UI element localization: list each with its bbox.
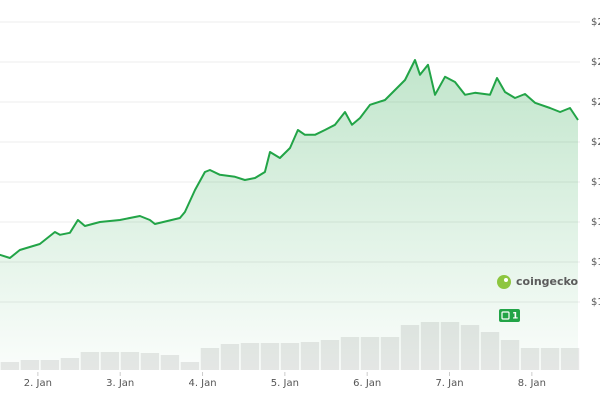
- y-tick-label: $1: [591, 217, 600, 228]
- logo-icon: [497, 275, 511, 289]
- badge-text: 1: [512, 312, 518, 322]
- y-tick-label: $2: [591, 17, 600, 28]
- price-area: [0, 60, 579, 370]
- x-tick-label: 2. Jan: [24, 378, 52, 389]
- price-line: [0, 59, 579, 259]
- y-tick-label: $2: [591, 97, 600, 108]
- x-tick-label: 6. Jan: [353, 378, 381, 389]
- x-tick-label: 3. Jan: [106, 378, 134, 389]
- watermark: coingecko: [497, 275, 579, 289]
- x-tick-label: 4. Jan: [188, 378, 216, 389]
- logo-eye: [504, 278, 508, 282]
- price-layer: [0, 59, 579, 370]
- watermark-text: coingecko: [516, 275, 579, 288]
- y-tick-label: $2: [591, 137, 600, 148]
- x-tick-label: 5. Jan: [271, 378, 299, 389]
- badge: 1: [499, 309, 520, 322]
- y-tick-label: $1: [591, 297, 600, 308]
- x-tick-label: 7. Jan: [435, 378, 463, 389]
- y-tick-label: $1: [591, 177, 600, 188]
- y-tick-label: $1: [591, 257, 600, 268]
- x-tick-label: 8. Jan: [518, 378, 546, 389]
- badge-icon: [501, 311, 510, 320]
- y-tick-label: $2: [591, 57, 600, 68]
